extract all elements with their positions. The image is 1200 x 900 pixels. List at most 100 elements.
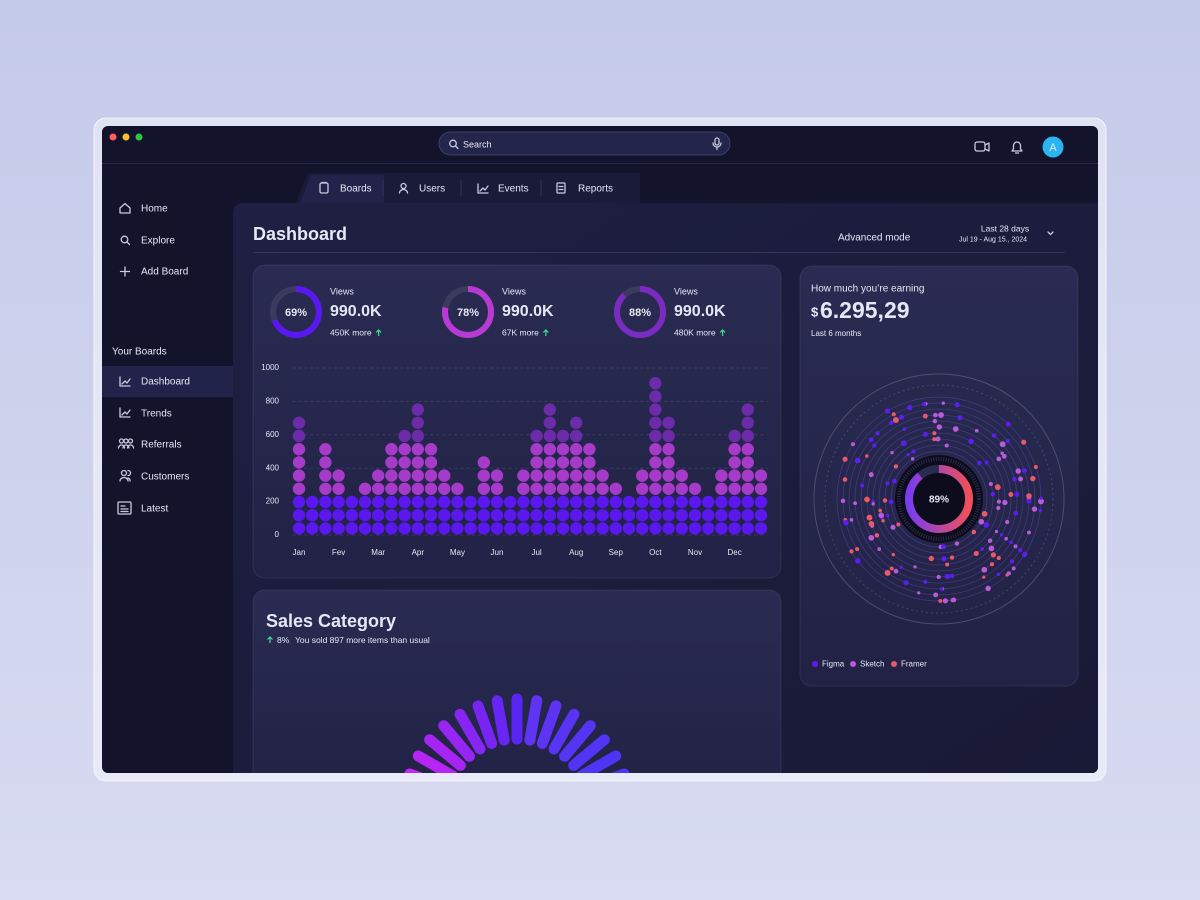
dot: [292, 482, 306, 496]
orbit-dot: [882, 498, 888, 503]
dot: [411, 522, 425, 535]
orbit-dot: [850, 442, 856, 447]
orbit-dot: [957, 415, 963, 421]
dot: [649, 442, 662, 456]
orbit-dot: [981, 510, 988, 517]
dot: [371, 522, 385, 535]
orbit-dot: [889, 566, 894, 571]
dot: [662, 442, 675, 456]
tab[interactable]: Boards: [340, 184, 372, 195]
orbit-dot: [1013, 510, 1019, 516]
dot: [371, 508, 385, 522]
orbit-dot: [921, 402, 926, 407]
dot: [715, 508, 728, 522]
dot: [385, 522, 398, 535]
dot: [503, 495, 517, 509]
dot: [424, 456, 438, 469]
orbit-dot: [932, 418, 938, 424]
orbit-dot: [1015, 468, 1021, 474]
orbit-dot: [1021, 468, 1027, 474]
dot: [517, 469, 530, 482]
orbit-core-stripes: [897, 457, 981, 541]
orbit-dot: [1021, 439, 1027, 445]
x-tick-label: Dec: [727, 548, 741, 557]
orbit-dot: [906, 452, 910, 457]
avatar[interactable]: A: [1042, 136, 1064, 158]
orbit-dot: [951, 597, 957, 603]
orbit-dot: [868, 520, 875, 527]
board-item[interactable]: Latest: [141, 504, 168, 515]
board-item[interactable]: Customers: [141, 472, 189, 483]
dot: [398, 508, 411, 522]
dot: [569, 482, 583, 496]
orbit-dot: [893, 464, 899, 469]
dot: [741, 522, 755, 535]
orbit-dot: [885, 481, 890, 486]
orbit-dot: [884, 408, 891, 414]
dot: [569, 469, 583, 482]
petal: [472, 700, 498, 749]
petal: [568, 734, 610, 771]
dot: [477, 456, 491, 469]
dot: [464, 495, 477, 509]
close-button[interactable]: [109, 133, 117, 141]
orbit-dot: [849, 518, 854, 522]
earnings-period: Last 6 months: [811, 329, 861, 338]
board-item[interactable]: Referrals: [141, 440, 182, 451]
dot: [662, 508, 675, 522]
petal: [536, 700, 562, 749]
dot: [596, 469, 609, 482]
dot: [583, 508, 596, 522]
tab[interactable]: Events: [498, 184, 529, 195]
orbit-outline: [824, 384, 1054, 614]
bell-icon[interactable]: [1011, 141, 1023, 154]
orbit-dot: [1008, 491, 1014, 497]
dot: [437, 469, 451, 482]
orbit-dot: [1009, 559, 1014, 564]
dot: [556, 442, 570, 456]
tab[interactable]: Users: [419, 184, 445, 195]
zoom-button[interactable]: [135, 133, 143, 141]
dot: [609, 495, 623, 509]
dot: [569, 495, 583, 509]
dot: [292, 429, 306, 443]
board-item[interactable]: Dashboard: [141, 377, 190, 388]
orbit-dot: [868, 534, 875, 541]
orbit-dot: [988, 545, 995, 552]
dot: [464, 508, 477, 522]
nav-item[interactable]: Home: [141, 204, 168, 215]
tab[interactable]: Reports: [578, 184, 613, 195]
orbit-dot: [939, 587, 944, 591]
date-range[interactable]: Last 28 days: [981, 223, 1029, 233]
dot: [754, 495, 768, 509]
search-placeholder: Search: [463, 139, 492, 149]
orbit-dot: [980, 547, 984, 551]
video-icon[interactable]: [974, 141, 990, 152]
dot: [530, 456, 543, 469]
sales-title: Sales Category: [266, 611, 396, 631]
date-chevron[interactable]: [1047, 231, 1054, 236]
ring-label: 88%: [629, 307, 651, 319]
board-item[interactable]: Trends: [141, 409, 172, 420]
search-bar[interactable]: Search: [438, 131, 731, 156]
dot: [569, 429, 583, 443]
x-tick-label: May: [450, 548, 465, 557]
x-tick-label: Nov: [688, 548, 702, 557]
orbit-dot: [932, 437, 937, 442]
nav-item[interactable]: Explore: [141, 236, 175, 247]
orbit-dot: [935, 436, 941, 442]
dot: [728, 429, 741, 443]
dot: [385, 482, 398, 496]
x-tick-label: Mar: [371, 548, 385, 557]
advanced-mode[interactable]: Advanced mode: [838, 233, 911, 244]
orbit-dot: [866, 514, 873, 521]
orbit-dot: [865, 454, 869, 458]
nav-item[interactable]: Add Board: [141, 267, 188, 278]
dot: [319, 508, 332, 522]
ring-label: 69%: [285, 307, 307, 319]
minimize-button[interactable]: [122, 133, 130, 141]
dot: [635, 495, 649, 509]
orbit-dot: [890, 450, 894, 455]
dot: [754, 508, 768, 522]
orbit-dot: [1011, 566, 1016, 571]
